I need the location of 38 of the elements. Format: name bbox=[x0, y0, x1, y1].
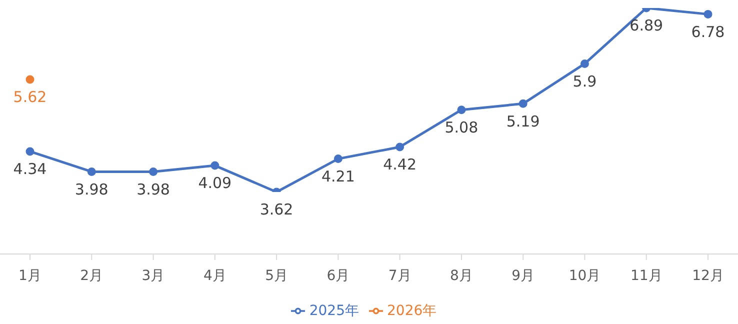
data-label: 5.19 bbox=[506, 112, 540, 130]
point bbox=[580, 59, 589, 68]
point bbox=[334, 154, 342, 164]
data-label: 4.09 bbox=[198, 174, 232, 192]
data-label: 3.98 bbox=[74, 180, 108, 198]
point bbox=[26, 147, 34, 156]
point bbox=[457, 106, 466, 114]
data-label: 5.9 bbox=[572, 72, 597, 90]
data-label: 3.62 bbox=[260, 200, 294, 219]
x-tick-label: 12月 bbox=[692, 268, 724, 284]
point bbox=[704, 10, 712, 18]
data-label: 4.21 bbox=[321, 167, 355, 186]
data-label: 6.78 bbox=[691, 22, 725, 41]
data-label: 5.08 bbox=[444, 118, 478, 136]
point bbox=[26, 75, 34, 84]
x-tick-label: 9月 bbox=[512, 268, 535, 284]
x-tick-label: 6月 bbox=[326, 268, 350, 284]
x-tick-label: 3月 bbox=[142, 268, 165, 284]
x-tick-label: 11月 bbox=[630, 268, 662, 284]
data-label: 4.34 bbox=[13, 160, 47, 178]
x-tick-label: 2月 bbox=[80, 268, 104, 284]
point bbox=[149, 167, 158, 176]
point bbox=[210, 161, 220, 170]
data-label: 5.62 bbox=[13, 88, 47, 106]
x-tick-label: 10月 bbox=[568, 268, 601, 284]
point bbox=[518, 99, 528, 108]
data-label: 6.89 bbox=[630, 16, 664, 35]
legend-label: 2025年 bbox=[309, 303, 359, 319]
point bbox=[87, 167, 96, 176]
x-tick-label: 7月 bbox=[388, 268, 412, 284]
legend-label: 2026年 bbox=[387, 303, 437, 319]
x-tick-label: 1月 bbox=[18, 268, 42, 284]
x-tick-label: 5月 bbox=[265, 268, 288, 284]
point bbox=[396, 142, 404, 152]
x-tick-label: 4月 bbox=[203, 268, 226, 284]
data-label: 4.42 bbox=[383, 156, 417, 174]
x-tick-label: 8月 bbox=[450, 268, 473, 284]
data-label: 3.98 bbox=[136, 180, 170, 198]
